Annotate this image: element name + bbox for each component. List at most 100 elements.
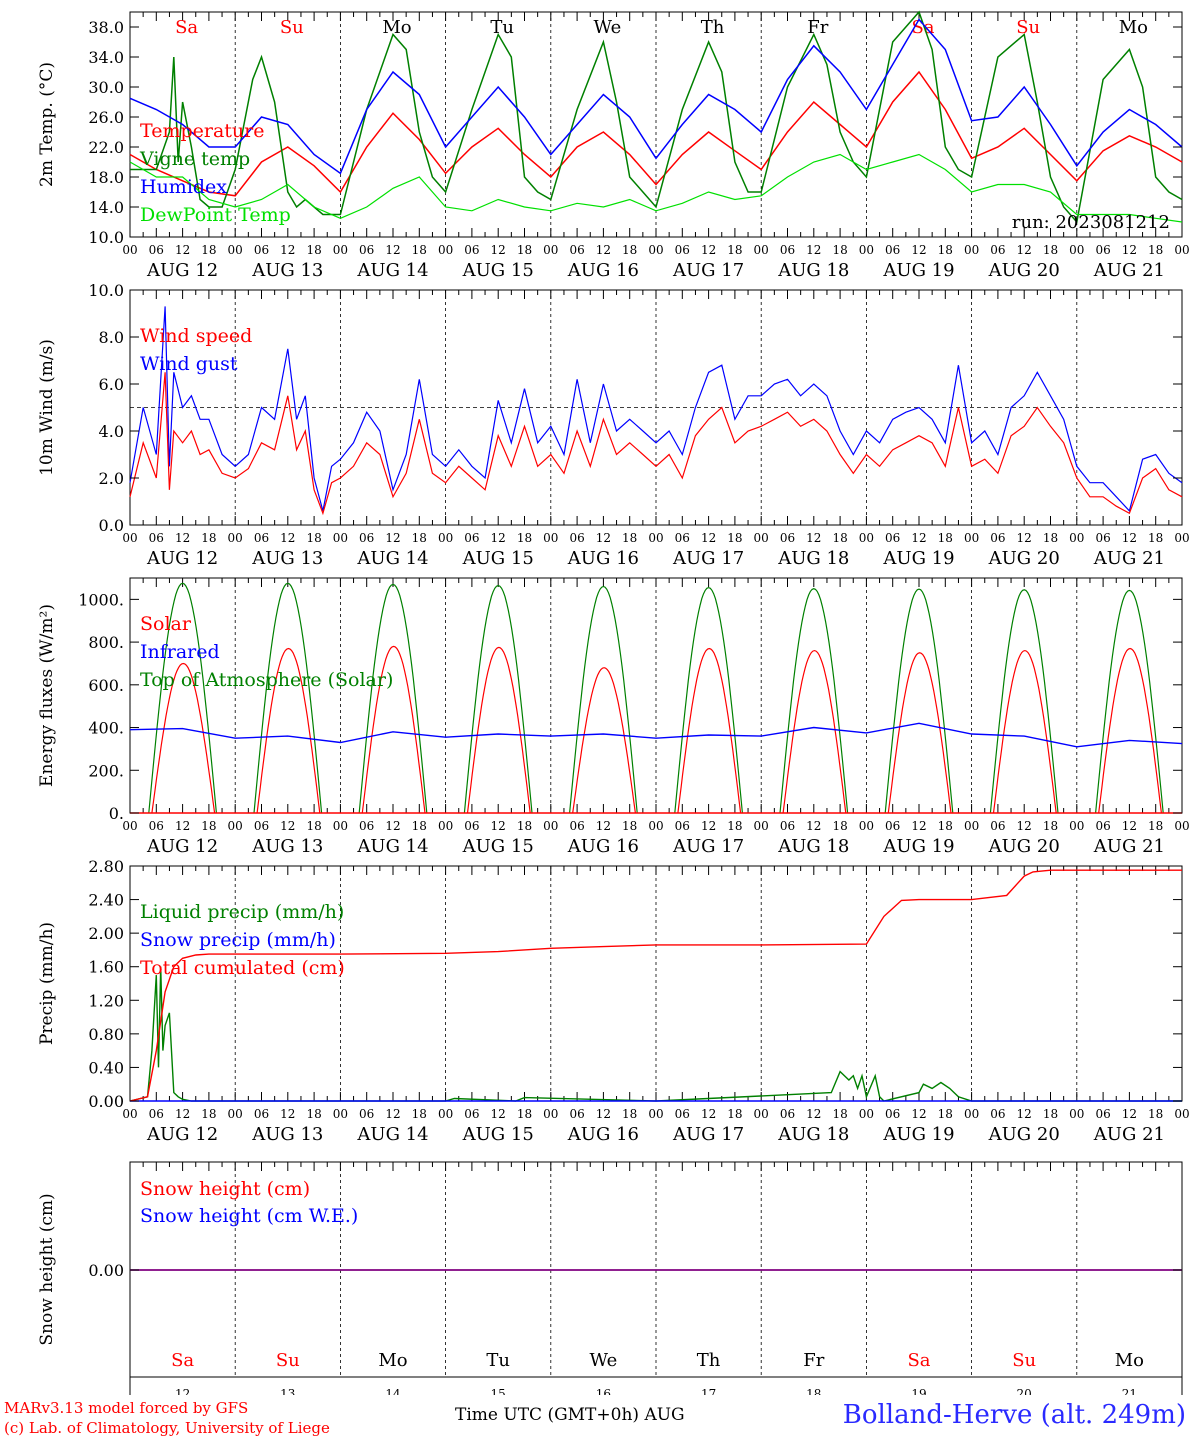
hour-tick-label: 06	[359, 1107, 374, 1121]
day-number: 20	[1017, 1387, 1032, 1395]
date-label: AUG 16	[567, 1124, 639, 1145]
hour-tick-label: 18	[306, 243, 321, 257]
date-label: AUG 19	[882, 548, 954, 569]
toa-solar-curve	[148, 582, 217, 814]
temp-series-line	[129, 70, 1183, 197]
y-tick-label: 0.00	[88, 1261, 124, 1280]
date-label: AUG 20	[988, 836, 1060, 857]
date-label: AUG 13	[251, 836, 323, 857]
day-name: Su	[1012, 1350, 1036, 1371]
hour-tick-label: 18	[306, 819, 321, 833]
hour-tick-label: 00	[228, 819, 243, 833]
hour-tick-label: 00	[438, 819, 453, 833]
hour-tick-label: 18	[727, 531, 742, 545]
hour-tick-label: 06	[675, 819, 690, 833]
date-label: AUG 21	[1093, 260, 1165, 281]
date-label: AUG 14	[356, 260, 428, 281]
hour-tick-label: 18	[1148, 243, 1163, 257]
hour-tick-label: 18	[938, 819, 953, 833]
legend-entry: Temperature	[140, 120, 264, 142]
hour-tick-label: 12	[806, 819, 821, 833]
hour-tick-label: 12	[911, 1107, 926, 1121]
hour-tick-label: 18	[517, 531, 532, 545]
hour-tick-label: 12	[175, 531, 190, 545]
y-tick-label: 26.0	[88, 108, 124, 127]
y-tick-label: 2.0	[99, 469, 124, 488]
hour-tick-label: 00	[122, 1107, 137, 1121]
day-name: Th	[701, 17, 725, 38]
legend-entry: Solar	[140, 613, 192, 635]
day-name: Mo	[378, 1350, 407, 1371]
date-label: AUG 19	[882, 836, 954, 857]
hour-tick-label: 06	[675, 1107, 690, 1121]
legend-entry: Wind gust	[140, 353, 238, 375]
day-name: Fr	[803, 1350, 824, 1371]
hour-tick-label: 18	[622, 531, 637, 545]
day-name: Fr	[807, 17, 828, 38]
date-label: AUG 21	[1093, 836, 1165, 857]
date-label: AUG 20	[988, 260, 1060, 281]
y-tick-label: 600.	[88, 676, 124, 695]
hour-tick-label: 00	[964, 531, 979, 545]
hour-tick-label: 00	[648, 243, 663, 257]
hour-tick-label: 06	[780, 1107, 795, 1121]
hour-tick-label: 06	[780, 243, 795, 257]
hour-tick-label: 18	[201, 243, 216, 257]
hour-tick-label: 06	[990, 819, 1005, 833]
hour-tick-label: 18	[517, 819, 532, 833]
hour-tick-label: 18	[727, 1107, 742, 1121]
hour-tick-label: 00	[648, 531, 663, 545]
hour-tick-label: 00	[1174, 819, 1189, 833]
y-tick-label: 0.	[109, 804, 124, 823]
hour-tick-label: 06	[1095, 531, 1110, 545]
hour-tick-label: 18	[1043, 531, 1058, 545]
day-number: 15	[491, 1387, 506, 1395]
hour-tick-label: 00	[122, 243, 137, 257]
hour-tick-label: 12	[596, 1107, 611, 1121]
legend-entry: Liquid precip (mm/h)	[140, 901, 344, 923]
hour-tick-label: 18	[412, 531, 427, 545]
hour-tick-label: 00	[228, 1107, 243, 1121]
day-name: Mo	[1115, 1350, 1144, 1371]
hour-tick-label: 12	[385, 531, 400, 545]
y-tick-label: 8.0	[99, 328, 124, 347]
date-label: AUG 14	[356, 548, 428, 569]
legend-entry: Snow height (cm W.E.)	[140, 1205, 358, 1227]
hour-tick-label: 18	[201, 531, 216, 545]
hour-tick-label: 06	[885, 243, 900, 257]
hour-tick-label: 18	[1148, 531, 1163, 545]
y-tick-label: 10.0	[88, 228, 124, 247]
y-axis-label: Precip (mm/h)	[37, 922, 57, 1045]
date-label: AUG 20	[988, 1124, 1060, 1145]
solar-curve	[256, 647, 321, 814]
date-label: AUG 13	[251, 260, 323, 281]
solar-curve	[151, 662, 216, 814]
toa-solar-curve	[463, 584, 533, 814]
hour-tick-label: 00	[859, 243, 874, 257]
y-tick-label: 0.0	[99, 516, 124, 535]
hour-tick-label: 18	[622, 243, 637, 257]
hour-tick-label: 00	[859, 531, 874, 545]
toa-solar-curve	[358, 583, 428, 814]
hour-tick-label: 12	[280, 243, 295, 257]
day-name: Sa	[171, 1350, 194, 1371]
toa-solar-curve	[253, 582, 323, 814]
infrared-line	[129, 722, 1183, 748]
hour-tick-label: 00	[964, 243, 979, 257]
hour-tick-label: 00	[228, 531, 243, 545]
toa-solar-curve	[1095, 589, 1164, 814]
y-axis-label: Snow height (cm)	[37, 1193, 57, 1345]
hour-tick-label: 00	[228, 243, 243, 257]
y-tick-label: 4.0	[99, 422, 124, 441]
y-axis-label: 2m Temp. (°C)	[37, 62, 57, 187]
day-number: 21	[1122, 1387, 1137, 1395]
hour-tick-label: 06	[254, 1107, 269, 1121]
hour-tick-label: 00	[1174, 1107, 1189, 1121]
hour-tick-label: 12	[806, 243, 821, 257]
hour-tick-label: 12	[911, 531, 926, 545]
hour-tick-label: 06	[569, 243, 584, 257]
hour-tick-label: 00	[333, 819, 348, 833]
y-axis-label: 10m Wind (m/s)	[37, 339, 57, 476]
solar-curve	[677, 647, 742, 814]
y-axis-label: Energy fluxes (W/m²)	[37, 604, 57, 787]
